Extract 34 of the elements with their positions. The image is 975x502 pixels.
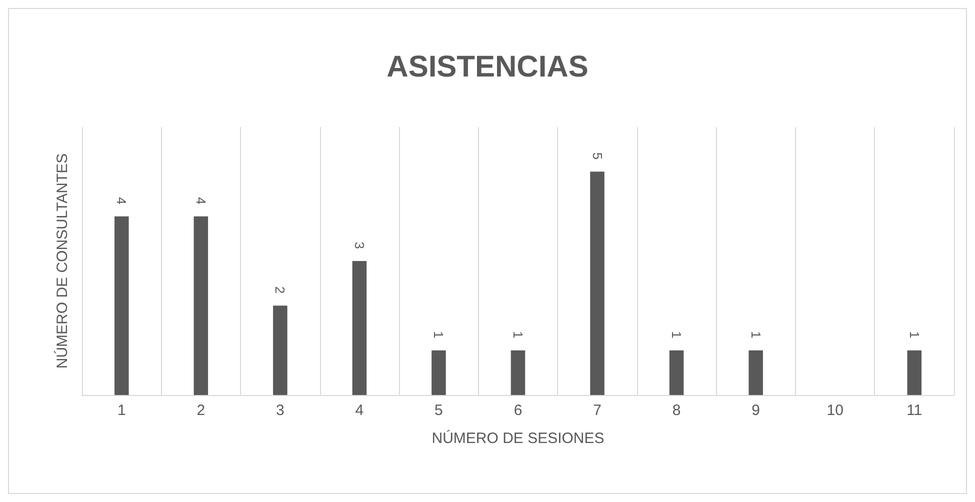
data-label: 5	[590, 152, 605, 160]
bar	[194, 216, 208, 395]
data-label: 1	[431, 331, 446, 338]
x-tick-label: 1	[117, 402, 126, 419]
x-axis-title: NÚMERO DE SESIONES	[432, 429, 604, 447]
bar	[352, 261, 367, 395]
x-tick-label: 2	[196, 402, 206, 419]
bar	[273, 306, 288, 395]
chart-title: ASISTENCIAS	[386, 50, 588, 84]
x-tick-label: 6	[514, 402, 522, 419]
data-label: 1	[906, 331, 922, 338]
x-tick-label: 9	[752, 402, 760, 419]
data-label: 1	[748, 331, 764, 338]
bar	[590, 172, 604, 395]
y-axis-title: NÚMERO DE CONSULTANTES	[53, 153, 71, 369]
bar	[432, 350, 446, 395]
data-label: 3	[352, 242, 367, 249]
x-tick-label: 11	[906, 402, 922, 419]
data-label: 4	[193, 197, 208, 204]
x-tick-label: 5	[434, 402, 443, 419]
data-label: 1	[669, 331, 684, 338]
bar	[748, 350, 763, 395]
x-tick-label: 4	[355, 402, 364, 419]
bar	[510, 350, 526, 395]
data-label: 4	[114, 197, 130, 204]
bar	[114, 216, 129, 395]
bar	[907, 350, 922, 395]
x-tick-label: 7	[593, 402, 602, 419]
data-label: 1	[510, 331, 526, 338]
x-tick-label: 3	[276, 402, 284, 419]
x-tick-label: 10	[826, 402, 844, 419]
data-label: 2	[272, 286, 288, 294]
x-tick-label: 8	[672, 402, 681, 419]
bar	[669, 350, 684, 395]
